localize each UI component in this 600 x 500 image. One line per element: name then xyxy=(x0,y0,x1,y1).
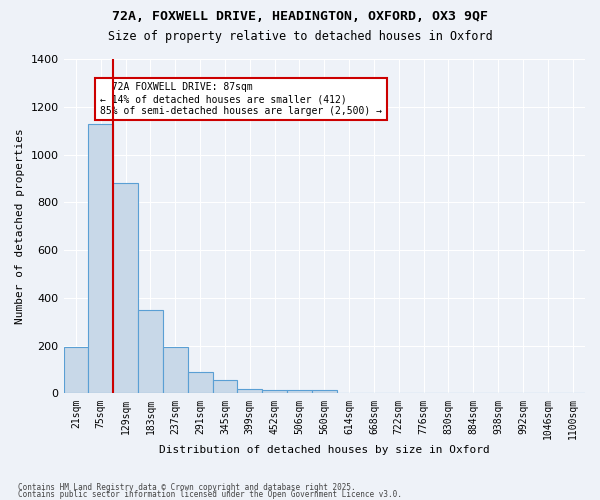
Bar xyxy=(88,124,113,394)
Bar xyxy=(312,390,337,394)
Bar xyxy=(64,347,88,394)
Text: Contains public sector information licensed under the Open Government Licence v3: Contains public sector information licen… xyxy=(18,490,402,499)
Y-axis label: Number of detached properties: Number of detached properties xyxy=(15,128,25,324)
Bar xyxy=(212,380,238,394)
Text: 72A, FOXWELL DRIVE, HEADINGTON, OXFORD, OX3 9QF: 72A, FOXWELL DRIVE, HEADINGTON, OXFORD, … xyxy=(112,10,488,23)
Bar xyxy=(238,388,262,394)
Bar xyxy=(113,183,138,394)
X-axis label: Distribution of detached houses by size in Oxford: Distribution of detached houses by size … xyxy=(159,445,490,455)
Bar xyxy=(163,347,188,394)
Text: Size of property relative to detached houses in Oxford: Size of property relative to detached ho… xyxy=(107,30,493,43)
Bar xyxy=(138,310,163,394)
Bar xyxy=(262,390,287,394)
Text: 72A FOXWELL DRIVE: 87sqm
← 14% of detached houses are smaller (412)
85% of semi-: 72A FOXWELL DRIVE: 87sqm ← 14% of detach… xyxy=(100,82,382,116)
Bar xyxy=(188,372,212,394)
Bar xyxy=(287,390,312,394)
Text: Contains HM Land Registry data © Crown copyright and database right 2025.: Contains HM Land Registry data © Crown c… xyxy=(18,484,356,492)
